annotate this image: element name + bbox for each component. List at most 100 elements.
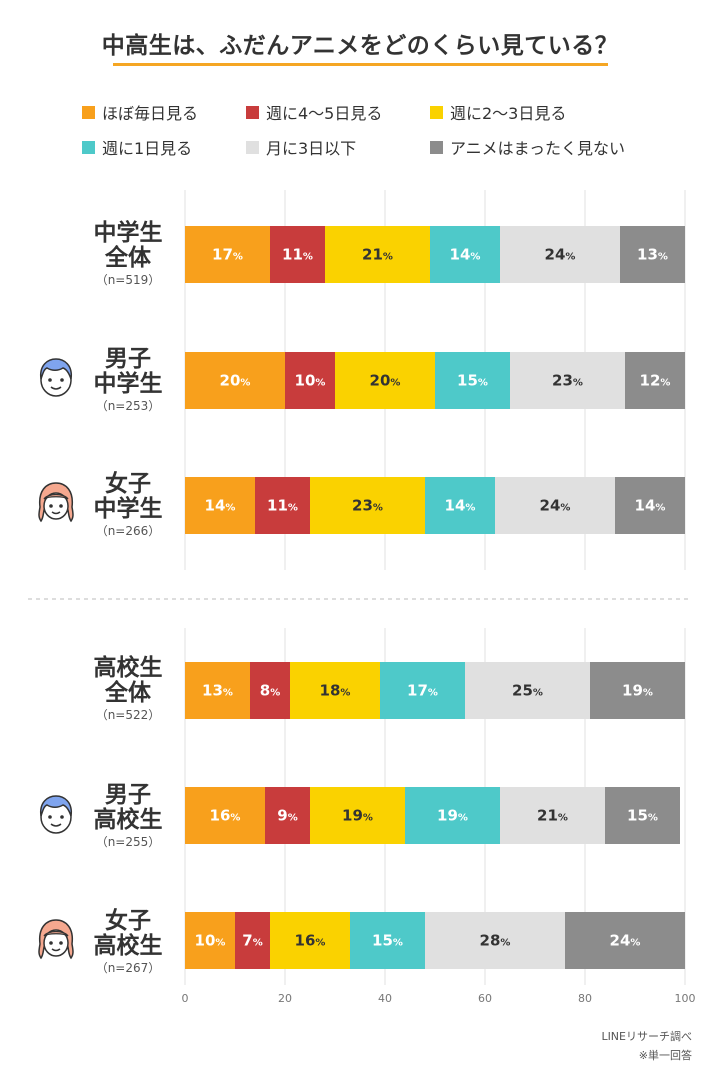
legend-label: アニメはまったく見ない	[450, 139, 626, 158]
x-tick-label: 100	[675, 992, 696, 1005]
bar-value-label: 21%	[362, 246, 393, 264]
legend-swatch	[430, 140, 443, 154]
bar-segment	[290, 662, 380, 719]
bar-segment	[495, 477, 615, 534]
bar-segment	[625, 352, 685, 409]
group-label-line: 高校生	[93, 933, 163, 959]
footer-source: LINEリサーチ調べ	[601, 1030, 692, 1043]
bar-segment	[500, 787, 605, 844]
bar-value-label: 15%	[627, 807, 658, 825]
bar-value-label: 11%	[267, 497, 298, 515]
bars: 17% 11% 21% 14% 24% 13% 20% 10% 20% 15% 23% 12% 14% 1…	[185, 226, 685, 969]
legend-item: 週に4〜5日見る	[246, 100, 382, 124]
legend-swatch	[246, 105, 259, 119]
bar-value-label: 8%	[260, 682, 280, 700]
bar-segment	[425, 477, 495, 534]
bar-segment	[430, 226, 500, 283]
bar-segment	[590, 662, 685, 719]
bar-segment	[500, 226, 620, 283]
footer-note: ※単一回答	[638, 1049, 692, 1062]
group-label: 高校生 全体 （n=522）	[68, 656, 188, 724]
bar-value-label: 20%	[220, 372, 251, 390]
group-sample-size: （n=266）	[95, 524, 161, 538]
group-label: 女子 高校生 （n=267）	[68, 909, 188, 977]
group-sample-size: （n=519）	[95, 273, 161, 287]
bar-value-label: 10%	[195, 932, 226, 950]
group-label: 中学生 全体 （n=519）	[68, 221, 188, 289]
gridlines	[184, 190, 686, 985]
bar-value-label: 14%	[445, 497, 476, 515]
legend-label: 週に1日見る	[102, 139, 193, 158]
bar-segment	[310, 787, 405, 844]
bar-segment	[335, 352, 435, 409]
group-sample-size: （n=255）	[95, 835, 161, 849]
bar-segment	[380, 662, 465, 719]
x-tick-label: 20	[278, 992, 292, 1005]
group-sample-size: （n=522）	[95, 708, 161, 722]
bar-value-label: 15%	[372, 932, 403, 950]
bar-value-label: 24%	[545, 246, 576, 264]
bar-segment	[620, 226, 685, 283]
group-label-line: 女子	[105, 471, 151, 497]
group-label-line: 中学生	[93, 220, 163, 246]
bar-segment	[615, 477, 685, 534]
girl-face-icon	[38, 482, 74, 523]
bar-segment	[185, 226, 270, 283]
bar-segment	[405, 787, 500, 844]
group-label-line: 高校生	[93, 655, 163, 681]
bar-segment	[185, 662, 250, 719]
bar-segment	[350, 912, 425, 969]
bar-segment	[185, 912, 235, 969]
bar-value-label: 14%	[205, 497, 236, 515]
group-label-line: 中学生	[93, 371, 163, 397]
bar-segment	[435, 352, 510, 409]
group-sample-size: （n=267）	[95, 961, 161, 975]
group-label-line: 女子	[105, 908, 151, 934]
bar-segment	[255, 477, 310, 534]
bar-value-label: 13%	[202, 682, 233, 700]
bar-segment	[235, 912, 270, 969]
bar-segment	[465, 662, 590, 719]
group-label-line: 全体	[105, 245, 151, 271]
bar-value-label: 17%	[212, 246, 243, 264]
x-tick-label: 60	[478, 992, 492, 1005]
legend-label: 月に3日以下	[266, 139, 357, 158]
x-tick-label: 80	[578, 992, 592, 1005]
bar-segment	[310, 477, 425, 534]
bar-value-label: 15%	[457, 372, 488, 390]
bar-value-label: 18%	[320, 682, 351, 700]
group-label-line: 高校生	[93, 807, 163, 833]
group-label: 男子 中学生 （n=253）	[68, 347, 188, 415]
bar-value-label: 10%	[295, 372, 326, 390]
group-label: 女子 中学生 （n=266）	[68, 472, 188, 540]
bar-segment	[185, 352, 285, 409]
bar-value-label: 12%	[640, 372, 671, 390]
x-axis-ticks: 0 20 40 60 80 100	[182, 992, 696, 1005]
bar-segment	[285, 352, 335, 409]
boy-face-icon	[39, 358, 73, 397]
bar-value-label: 11%	[282, 246, 313, 264]
group-label-line: 中学生	[93, 496, 163, 522]
bar-value-label: 9%	[277, 807, 297, 825]
bar-value-label: 7%	[242, 932, 262, 950]
legend-label: 週に4〜5日見る	[266, 104, 383, 123]
bar-segment	[270, 912, 350, 969]
bar-segment	[270, 226, 325, 283]
bar-value-label: 21%	[537, 807, 568, 825]
group-label-line: 男子	[105, 346, 151, 372]
legend-swatch	[82, 105, 95, 119]
x-tick-label: 0	[182, 992, 189, 1005]
legend-item: 月に3日以下	[246, 135, 356, 159]
group-label: 男子 高校生 （n=255）	[68, 783, 188, 851]
bar-value-label: 14%	[635, 497, 666, 515]
bar-value-label: 19%	[437, 807, 468, 825]
bar-segment	[185, 787, 265, 844]
bar-segment	[265, 787, 310, 844]
bar-value-label: 24%	[540, 497, 571, 515]
bar-segment	[185, 477, 255, 534]
group-sample-size: （n=253）	[95, 399, 161, 413]
bar-segment	[325, 226, 430, 283]
boy-face-icon	[39, 795, 73, 834]
bar-value-label: 16%	[295, 932, 326, 950]
bar-value-label: 28%	[480, 932, 511, 950]
